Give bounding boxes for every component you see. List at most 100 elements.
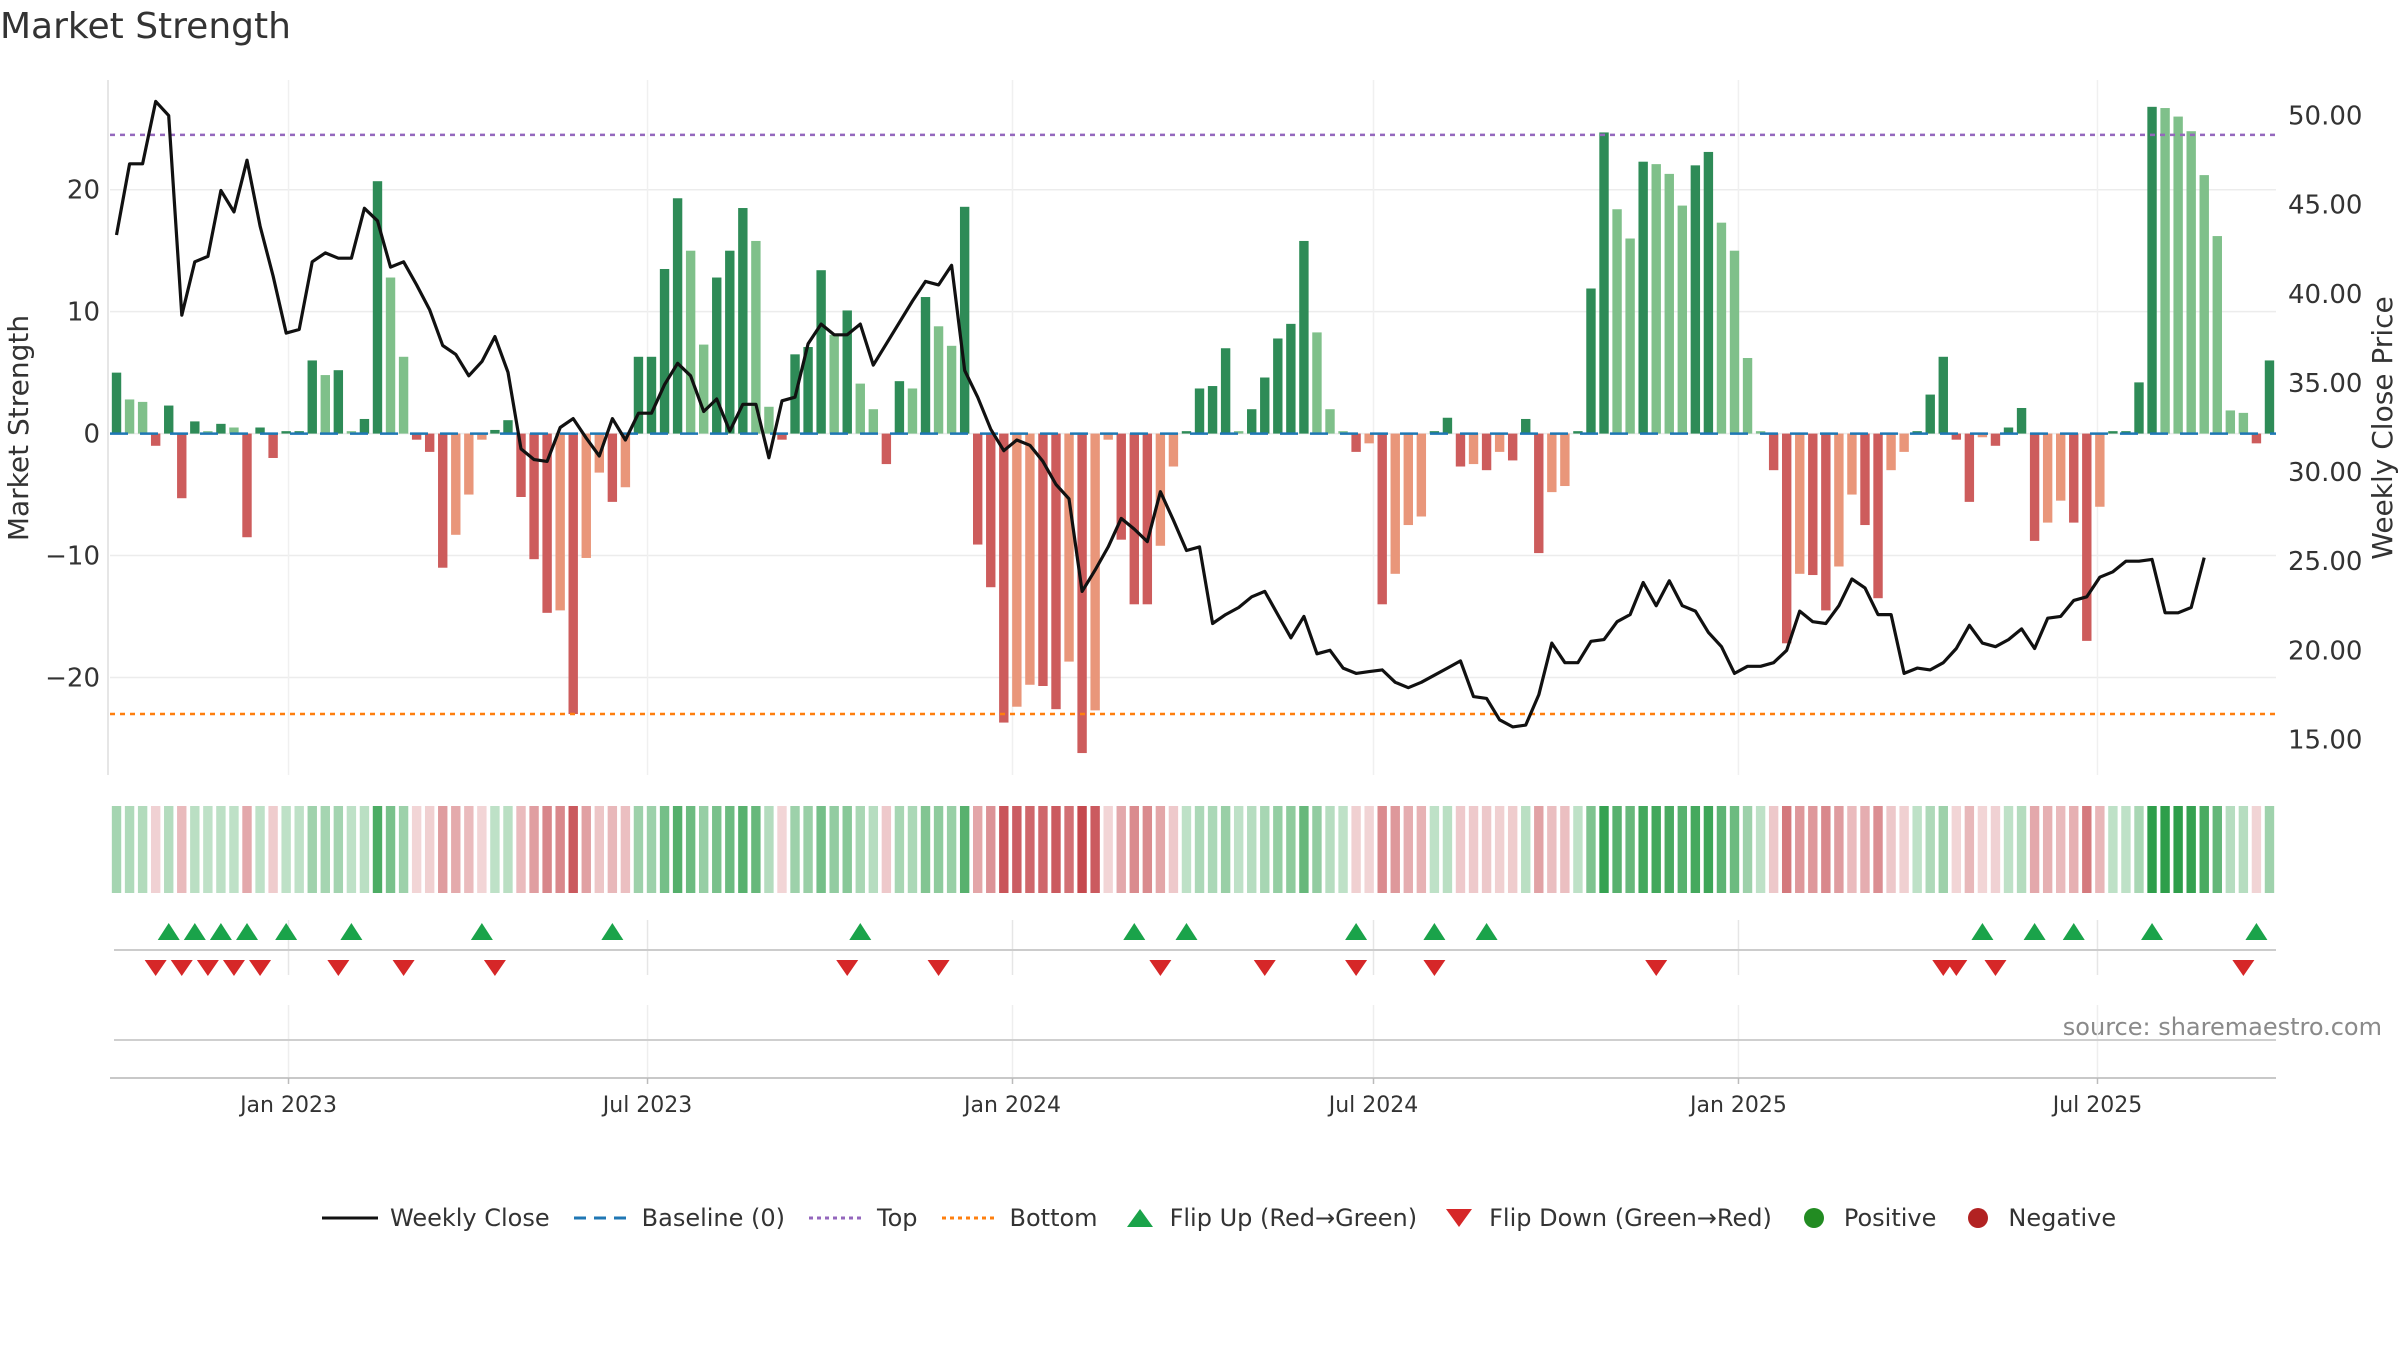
heat-cell — [1481, 806, 1492, 893]
heat-cell — [503, 806, 513, 893]
heat-cell — [594, 806, 605, 893]
heat-cell — [1886, 806, 1896, 893]
strength-bar — [320, 375, 330, 434]
strength-bar — [516, 433, 526, 497]
strength-bar — [1547, 433, 1557, 493]
strength-bar — [555, 433, 565, 611]
heat-cell — [1690, 806, 1701, 893]
flip-down-marker — [1345, 960, 1368, 976]
legend-item-positive: Positive — [1794, 1204, 1936, 1232]
line-swatch-icon — [322, 1216, 378, 1220]
flip-up-marker — [340, 923, 363, 940]
strength-bar — [1795, 433, 1805, 574]
flip-down-marker — [1423, 960, 1446, 976]
heat-cell — [1912, 806, 1922, 893]
heat-cell — [2199, 806, 2209, 893]
strength-bar — [1938, 356, 1948, 434]
strength-bars — [111, 106, 2275, 754]
heat-cell — [281, 806, 291, 893]
strength-bar — [1664, 173, 1674, 434]
heat-cell — [581, 806, 591, 893]
strength-bar — [255, 427, 265, 434]
flip-up-marker — [601, 923, 624, 940]
strength-bar — [2069, 433, 2079, 523]
heat-cell — [816, 806, 826, 893]
heat-cell — [255, 806, 265, 893]
heat-cell — [1625, 806, 1635, 893]
heat-cell — [1703, 806, 1714, 893]
strength-bar — [177, 433, 187, 499]
heat-cell — [2029, 806, 2040, 893]
flip-down-marker — [1945, 960, 1968, 976]
flip-up-marker — [275, 923, 298, 940]
heat-cell — [177, 806, 187, 893]
strength-bar — [229, 427, 239, 434]
strength-bar — [959, 206, 970, 434]
y-tick-label-left: 0 — [83, 420, 100, 450]
heat-cell — [164, 806, 174, 893]
flip-down-marker — [327, 960, 350, 976]
heat-cell — [320, 806, 330, 893]
flip-up-marker — [236, 923, 259, 940]
heat-cell — [1338, 806, 1348, 893]
heat-cell — [385, 806, 396, 893]
strength-bar — [503, 420, 513, 434]
strength-bar — [111, 372, 122, 434]
strength-bar — [1233, 431, 1244, 434]
strength-bar — [2225, 410, 2236, 434]
heat-cell — [1860, 806, 1870, 893]
heat-cell — [1847, 806, 1857, 893]
strength-bar — [907, 388, 918, 434]
strength-bar — [725, 250, 735, 434]
y-tick-label-left: −20 — [45, 663, 100, 693]
heat-cell — [477, 806, 487, 893]
heat-cell — [1455, 806, 1466, 893]
legend-label: Weekly Close — [390, 1204, 550, 1232]
y-tick-label-left: −10 — [45, 542, 100, 572]
heat-cell — [2082, 806, 2092, 893]
strength-bar — [307, 360, 317, 434]
strength-bar — [2134, 382, 2144, 434]
heat-cell — [555, 806, 565, 893]
strength-bar — [868, 409, 879, 434]
flip-up-marker — [2062, 923, 2085, 940]
heat-cell — [725, 806, 735, 893]
heat-cell — [2251, 806, 2262, 893]
heat-cell — [685, 806, 696, 893]
strength-bar — [738, 208, 748, 434]
heat-cell — [124, 806, 135, 893]
heat-cell — [1233, 806, 1244, 893]
strength-bar — [451, 433, 461, 535]
heat-cell — [1573, 806, 1583, 893]
strength-bar — [1808, 433, 1818, 576]
strength-bar — [2029, 433, 2040, 541]
circle-icon — [1968, 1208, 1989, 1228]
flip-down-marker — [927, 960, 950, 976]
heat-cell — [607, 806, 618, 893]
heat-cell — [842, 806, 852, 893]
triangle-up-icon — [1126, 1209, 1153, 1227]
heat-cell — [1768, 806, 1779, 893]
legend-item-flip-down: Flip Down (Green→Red) — [1439, 1204, 1772, 1232]
heat-cell — [2238, 806, 2249, 893]
strength-bar — [2147, 106, 2157, 434]
heat-cell — [777, 806, 787, 893]
heat-cell — [1560, 806, 1570, 893]
strength-bar — [2042, 433, 2053, 523]
heat-cell — [1220, 806, 1231, 893]
heat-cell — [2147, 806, 2157, 893]
heat-cell — [1964, 806, 1975, 893]
strength-bar — [764, 406, 774, 434]
heat-cell — [1442, 806, 1453, 893]
heat-cell — [790, 806, 800, 893]
strength-bar — [242, 433, 252, 538]
strength-bar — [1729, 250, 1740, 434]
strength-bar — [659, 268, 670, 434]
heat-cell — [1651, 806, 1661, 893]
legend-label: Flip Down (Green→Red) — [1489, 1204, 1772, 1232]
heat-cell — [1129, 806, 1139, 893]
strength-bar — [2082, 433, 2092, 641]
strength-bar — [1116, 433, 1126, 540]
heat-cell — [216, 806, 226, 893]
heat-cell — [672, 806, 683, 893]
